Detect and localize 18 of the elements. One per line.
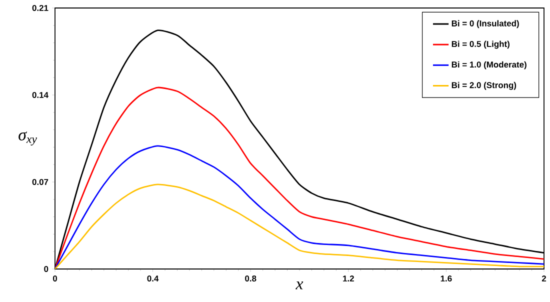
legend-label: Bi = 0 (Insulated) — [452, 20, 519, 28]
legend-label: Bi = 1.0 (Moderate) — [452, 61, 526, 70]
y-tick-label: 0 — [44, 266, 48, 272]
x-tick-label: 0.4 — [147, 276, 159, 282]
x-tick-label: 1.6 — [440, 276, 452, 282]
legend-label: Bi = 2.0 (Strong) — [452, 82, 516, 90]
y-tick-label: 0.21 — [32, 5, 48, 11]
x-tick-label: 0.8 — [245, 276, 256, 282]
y-axis-title: σ$_{xy}$ — [18, 132, 37, 146]
x-axis-title: x — [296, 282, 304, 290]
x-tick-label: 0 — [52, 276, 58, 282]
x-tick-label: 1.2 — [343, 276, 354, 282]
line-series — [55, 184, 544, 269]
y-tick-label: 0.07 — [32, 179, 48, 185]
legend-label: Bi = 0.5 (Light) — [452, 40, 510, 49]
x-tick-label: 2 — [542, 276, 546, 282]
line-series — [55, 145, 544, 269]
y-tick-label: 0.14 — [32, 92, 48, 98]
